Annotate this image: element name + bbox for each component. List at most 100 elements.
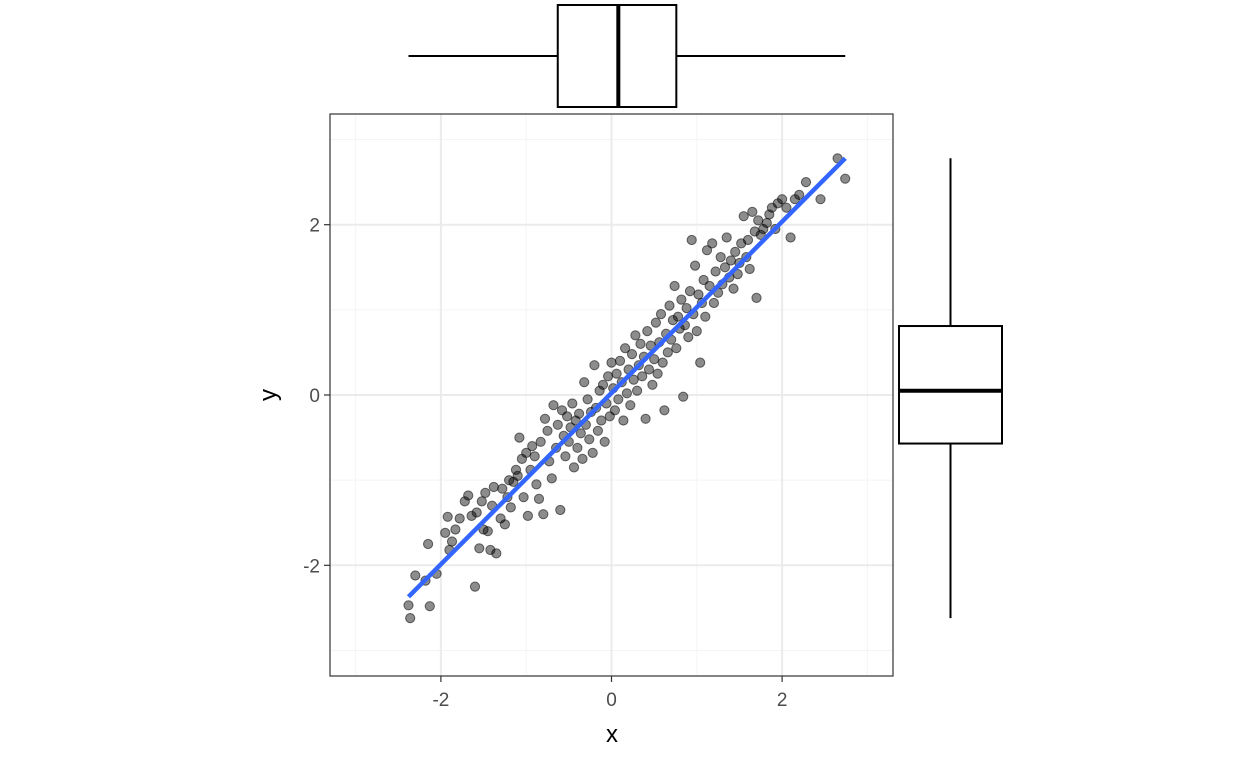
data-point <box>609 405 621 416</box>
data-point <box>538 509 549 520</box>
data-point <box>469 581 481 592</box>
data-point <box>474 543 485 554</box>
y-box <box>898 325 1003 445</box>
data-point <box>440 527 451 539</box>
data-point <box>514 432 525 443</box>
data-point <box>552 419 563 430</box>
data-point <box>669 280 680 292</box>
data-point <box>721 232 732 243</box>
data-point <box>574 408 585 419</box>
data-point <box>466 510 477 522</box>
data-point <box>690 260 701 271</box>
data-point <box>671 343 682 354</box>
data-point <box>815 194 826 205</box>
data-point <box>603 371 614 382</box>
axes: -2 0 2 -2 0 2 <box>303 216 787 711</box>
data-point <box>725 255 737 266</box>
data-point <box>642 326 653 337</box>
data-point <box>424 601 435 612</box>
data-point <box>695 357 706 368</box>
data-point <box>567 398 578 409</box>
data-point <box>751 292 762 303</box>
data-point <box>606 357 617 368</box>
data-point <box>510 464 522 475</box>
data-point <box>753 215 764 226</box>
x-tick-label: 0 <box>606 690 617 711</box>
data-point <box>505 502 516 513</box>
data-point <box>463 490 474 501</box>
data-point <box>730 246 741 257</box>
data-point <box>647 379 658 390</box>
data-point <box>707 238 718 249</box>
data-point <box>637 371 648 382</box>
data-point <box>403 600 414 611</box>
data-point <box>572 442 583 453</box>
data-point <box>630 330 641 341</box>
data-point <box>625 400 636 411</box>
data-point <box>755 229 766 240</box>
data-point <box>450 524 461 535</box>
data-point <box>527 441 538 452</box>
data-point <box>710 266 721 277</box>
data-point <box>640 413 651 424</box>
data-point <box>732 269 743 280</box>
data-point <box>700 311 711 322</box>
data-point <box>597 379 609 390</box>
data-point <box>761 217 772 229</box>
data-point <box>645 340 656 351</box>
data-point <box>546 473 557 484</box>
data-point <box>649 354 660 365</box>
data-point <box>738 211 749 222</box>
data-point <box>599 436 610 447</box>
data-point <box>497 483 508 494</box>
data-point <box>548 400 559 411</box>
data-point <box>568 462 580 473</box>
data-point <box>582 394 593 405</box>
data-point <box>800 177 812 188</box>
data-point <box>744 263 755 275</box>
y-axis-title: y <box>255 389 282 401</box>
data-point <box>683 332 694 343</box>
data-point <box>579 377 590 388</box>
data-point <box>584 434 595 445</box>
data-point <box>667 315 679 326</box>
data-point <box>686 234 697 246</box>
data-point <box>521 447 532 458</box>
data-point <box>628 374 639 385</box>
regression-line <box>406 156 847 599</box>
data-point <box>512 470 523 481</box>
data-point <box>742 234 754 246</box>
data-point <box>719 262 731 273</box>
data-point <box>589 360 600 371</box>
data-point <box>613 394 624 405</box>
data-point <box>655 309 667 320</box>
x-tick-label: 2 <box>777 690 788 711</box>
data-point <box>840 173 851 184</box>
data-point <box>678 391 689 402</box>
data-point <box>657 357 668 368</box>
data-point <box>482 526 493 537</box>
data-point <box>596 415 607 426</box>
data-point <box>555 504 566 516</box>
data-point <box>518 492 529 503</box>
data-point <box>708 297 720 309</box>
data-point <box>476 496 487 507</box>
data-point <box>728 283 739 294</box>
data-point <box>652 368 663 379</box>
data-point <box>560 451 571 462</box>
data-point <box>577 453 588 464</box>
data-point <box>701 245 713 256</box>
data-point <box>659 405 670 416</box>
data-point <box>442 511 453 522</box>
y-tick-label: 2 <box>309 216 320 237</box>
data-point <box>715 252 726 263</box>
data-point <box>691 326 702 337</box>
data-point <box>405 613 416 624</box>
data-point <box>423 538 434 550</box>
data-point <box>446 536 458 547</box>
data-point <box>533 493 545 504</box>
scatter-points <box>403 153 851 624</box>
data-point <box>777 194 788 205</box>
data-point <box>672 311 684 322</box>
data-point <box>531 479 542 490</box>
